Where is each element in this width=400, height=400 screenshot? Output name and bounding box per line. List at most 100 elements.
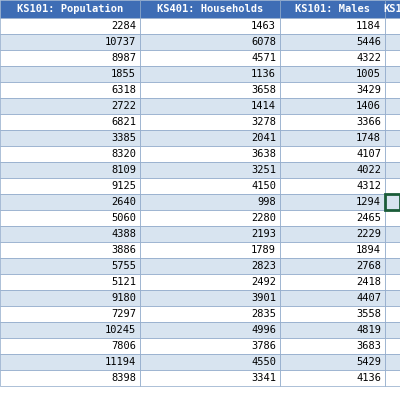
Text: 6318: 6318 <box>111 85 136 95</box>
Text: 1184: 1184 <box>356 21 381 31</box>
Text: 2229: 2229 <box>356 229 381 239</box>
Bar <box>0 242 140 258</box>
Bar <box>140 194 280 210</box>
Text: 4312: 4312 <box>356 181 381 191</box>
Bar <box>140 66 280 82</box>
Text: 3558: 3558 <box>356 309 381 319</box>
Bar <box>140 322 280 338</box>
Text: KS401: Households: KS401: Households <box>157 4 263 14</box>
Text: 1294: 1294 <box>356 197 381 207</box>
Bar <box>0 66 140 82</box>
Bar <box>280 0 385 18</box>
Bar <box>0 226 140 242</box>
Bar <box>385 338 400 354</box>
Text: 4022: 4022 <box>356 165 381 175</box>
Bar <box>140 50 280 66</box>
Bar <box>385 306 400 322</box>
Bar <box>280 306 385 322</box>
Bar <box>0 290 140 306</box>
Text: 3429: 3429 <box>356 85 381 95</box>
Text: 7806: 7806 <box>111 341 136 351</box>
Bar <box>140 34 280 50</box>
Bar <box>140 354 280 370</box>
Text: 2823: 2823 <box>251 261 276 271</box>
Bar <box>385 130 400 146</box>
Bar <box>140 178 280 194</box>
Bar <box>140 114 280 130</box>
Bar <box>385 258 400 274</box>
Bar <box>0 322 140 338</box>
Bar <box>280 290 385 306</box>
Bar <box>140 146 280 162</box>
Bar <box>0 50 140 66</box>
Bar <box>140 306 280 322</box>
Bar <box>140 98 280 114</box>
Bar <box>385 34 400 50</box>
Bar <box>280 210 385 226</box>
Bar <box>385 66 400 82</box>
Bar <box>385 18 400 34</box>
Bar <box>280 114 385 130</box>
Bar <box>385 242 400 258</box>
Text: 1748: 1748 <box>356 133 381 143</box>
Text: 3366: 3366 <box>356 117 381 127</box>
Bar <box>0 194 140 210</box>
Text: 3278: 3278 <box>251 117 276 127</box>
Text: 4407: 4407 <box>356 293 381 303</box>
Bar <box>385 162 400 178</box>
Text: 10737: 10737 <box>105 37 136 47</box>
Bar <box>0 274 140 290</box>
Bar <box>140 258 280 274</box>
Bar <box>0 130 140 146</box>
Bar <box>385 50 400 66</box>
Text: 2835: 2835 <box>251 309 276 319</box>
Text: 5121: 5121 <box>111 277 136 287</box>
Bar <box>385 194 400 210</box>
Text: 2193: 2193 <box>251 229 276 239</box>
Text: 5429: 5429 <box>356 357 381 367</box>
Bar <box>0 114 140 130</box>
Text: 2768: 2768 <box>356 261 381 271</box>
Bar <box>385 226 400 242</box>
Text: KS1: KS1 <box>383 4 400 14</box>
Text: 8987: 8987 <box>111 53 136 63</box>
Bar <box>140 226 280 242</box>
Bar <box>0 306 140 322</box>
Bar <box>385 0 400 18</box>
Bar <box>280 194 385 210</box>
Bar <box>0 34 140 50</box>
Text: 7297: 7297 <box>111 309 136 319</box>
Text: 11194: 11194 <box>105 357 136 367</box>
Bar <box>0 338 140 354</box>
Bar <box>280 162 385 178</box>
Bar <box>280 50 385 66</box>
Text: 2280: 2280 <box>251 213 276 223</box>
Bar <box>0 178 140 194</box>
Bar <box>280 322 385 338</box>
Bar <box>0 162 140 178</box>
Bar <box>140 274 280 290</box>
Text: 1463: 1463 <box>251 21 276 31</box>
Bar <box>280 34 385 50</box>
Text: 4996: 4996 <box>251 325 276 335</box>
Bar <box>140 370 280 386</box>
Bar <box>140 130 280 146</box>
Text: 3658: 3658 <box>251 85 276 95</box>
Text: 5060: 5060 <box>111 213 136 223</box>
Bar <box>140 338 280 354</box>
Text: 4107: 4107 <box>356 149 381 159</box>
Bar <box>0 210 140 226</box>
Bar <box>280 82 385 98</box>
Text: 3786: 3786 <box>251 341 276 351</box>
Text: 1894: 1894 <box>356 245 381 255</box>
Text: 3901: 3901 <box>251 293 276 303</box>
Text: 10245: 10245 <box>105 325 136 335</box>
Text: 2041: 2041 <box>251 133 276 143</box>
Text: 2465: 2465 <box>356 213 381 223</box>
Bar <box>385 98 400 114</box>
Text: 4550: 4550 <box>251 357 276 367</box>
Bar <box>385 354 400 370</box>
Text: KS101: Males: KS101: Males <box>295 4 370 14</box>
Text: 2418: 2418 <box>356 277 381 287</box>
Text: 2284: 2284 <box>111 21 136 31</box>
